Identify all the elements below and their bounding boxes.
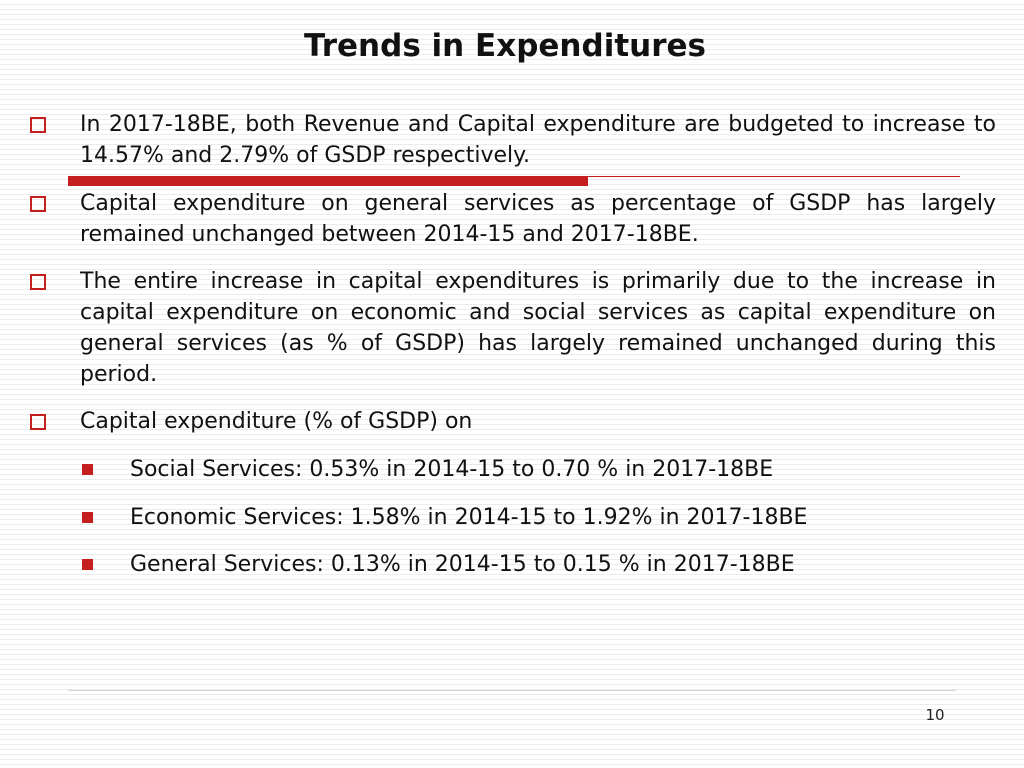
bullet-item-1: In 2017-18BE, both Revenue and Capital e… <box>30 109 996 171</box>
sub-bullet-general-services: General Services: 0.13% in 2014-15 to 0.… <box>82 549 982 580</box>
slide-title: Trends in Expenditures <box>304 28 706 64</box>
accent-bar <box>68 176 588 186</box>
bullet-item-3: The entire increase in capital expenditu… <box>30 266 996 390</box>
sub-bullet-economic-services: Economic Services: 1.58% in 2014-15 to 1… <box>82 502 982 533</box>
hollow-square-icon <box>30 196 46 212</box>
hollow-square-icon <box>30 414 46 430</box>
bullet-text: Capital expenditure on general services … <box>80 191 996 247</box>
sub-bullet-social-services: Social Services: 0.53% in 2014-15 to 0.7… <box>82 454 982 485</box>
page-number: 10 <box>925 706 945 724</box>
filled-square-icon <box>82 512 93 523</box>
hollow-square-icon <box>30 117 46 133</box>
bullet-text: In 2017-18BE, both Revenue and Capital e… <box>80 112 996 168</box>
accent-line <box>588 176 960 177</box>
sub-bullet-text: Social Services: 0.53% in 2014-15 to 0.7… <box>130 457 774 482</box>
bullet-text: Capital expenditure (% of GSDP) on <box>80 409 473 434</box>
bullet-text: The entire increase in capital expenditu… <box>80 269 996 387</box>
footer-divider <box>68 690 956 691</box>
filled-square-icon <box>82 464 93 475</box>
filled-square-icon <box>82 559 93 570</box>
sub-bullet-text: General Services: 0.13% in 2014-15 to 0.… <box>130 552 795 577</box>
hollow-square-icon <box>30 274 46 290</box>
bullet-item-2: Capital expenditure on general services … <box>30 188 996 250</box>
sub-bullet-text: Economic Services: 1.58% in 2014-15 to 1… <box>130 505 808 530</box>
bullet-item-4: Capital expenditure (% of GSDP) on <box>30 406 996 437</box>
